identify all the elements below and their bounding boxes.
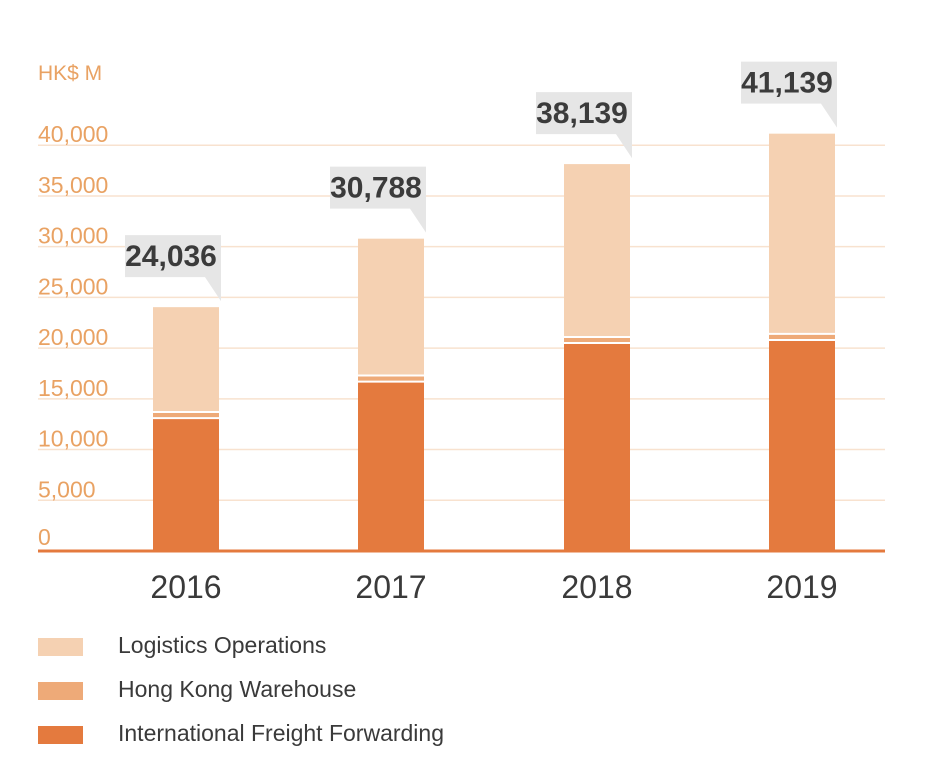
legend-swatch-logistics-operations — [38, 638, 83, 656]
legend-item-hong-kong-warehouse: Hong Kong Warehouse — [38, 674, 638, 718]
total-callout-2018: 38,139 — [536, 92, 632, 159]
y-axis-ticks: 0 5,000 10,000 15,000 20,000 25,000 30,000 35,0… — [38, 121, 108, 550]
bar-segment-hong-kong-warehouse-2018 — [564, 336, 630, 344]
legend-item-logistics-operations: Logistics Operations — [38, 630, 638, 674]
total-callouts: 24,036 30,788 38,139 41,139 — [125, 61, 837, 302]
x-tick-label-2018: 2018 — [561, 569, 632, 605]
legend-label-international-freight-forwarding: International Freight Forwarding — [118, 720, 444, 746]
bars — [153, 133, 835, 551]
bar-stack-2016 — [153, 307, 219, 551]
y-tick-label: 35,000 — [38, 172, 108, 198]
total-value-label: 38,139 — [536, 97, 628, 130]
total-callout-2017: 30,788 — [330, 166, 426, 233]
callout-box — [125, 235, 221, 302]
y-axis-unit-label: HK$ M — [38, 62, 102, 85]
bar-segment-hong-kong-warehouse-2019 — [769, 333, 835, 340]
bar-segment-logistics-operations-2016 — [153, 307, 219, 413]
y-tick-label: 10,000 — [38, 426, 108, 452]
legend-swatch-international-freight-forwarding — [38, 726, 83, 744]
legend-label-logistics-operations: Logistics Operations — [118, 632, 327, 658]
bar-segment-hong-kong-warehouse-2017 — [358, 375, 424, 382]
bar-segment-international-freight-forwarding-2019 — [769, 339, 835, 551]
legend-swatch-hong-kong-warehouse — [38, 682, 83, 700]
bar-segment-international-freight-forwarding-2016 — [153, 418, 219, 551]
y-tick-label: 0 — [38, 524, 51, 550]
bar-segment-international-freight-forwarding-2017 — [358, 381, 424, 551]
x-tick-label-2017: 2017 — [355, 569, 426, 605]
x-axis-ticks: 2016 2017 2018 2019 — [150, 569, 837, 605]
x-tick-label-2016: 2016 — [150, 569, 221, 605]
bar-stack-2018 — [564, 164, 630, 551]
bar-segment-logistics-operations-2019 — [769, 133, 835, 334]
total-value-label: 41,139 — [741, 67, 833, 100]
y-tick-label: 5,000 — [38, 476, 96, 502]
gridlines — [38, 144, 885, 502]
legend-item-international-freight-forwarding: International Freight Forwarding — [38, 718, 638, 762]
y-tick-label: 20,000 — [38, 324, 108, 350]
bar-segment-logistics-operations-2018 — [564, 164, 630, 337]
callout-box — [536, 92, 632, 159]
total-value-label: 24,036 — [125, 240, 217, 273]
bar-segment-hong-kong-warehouse-2016 — [153, 412, 219, 419]
callout-box — [741, 61, 837, 128]
y-tick-label: 40,000 — [38, 121, 108, 147]
callout-box — [330, 166, 426, 233]
y-tick-label: 30,000 — [38, 223, 108, 249]
legend-label-hong-kong-warehouse: Hong Kong Warehouse — [118, 676, 357, 702]
bar-segment-international-freight-forwarding-2018 — [564, 343, 630, 551]
bar-segment-logistics-operations-2017 — [358, 238, 424, 376]
bar-stack-2017 — [358, 238, 424, 551]
y-tick-label: 25,000 — [38, 273, 108, 299]
legend: Logistics Operations Hong Kong Warehouse… — [38, 630, 638, 762]
total-callout-2016: 24,036 — [125, 235, 221, 302]
x-tick-label-2019: 2019 — [766, 569, 837, 605]
total-callout-2019: 41,139 — [741, 61, 837, 128]
bar-stack-2019 — [769, 133, 835, 551]
total-value-label: 30,788 — [330, 172, 422, 205]
y-tick-label: 15,000 — [38, 375, 108, 401]
